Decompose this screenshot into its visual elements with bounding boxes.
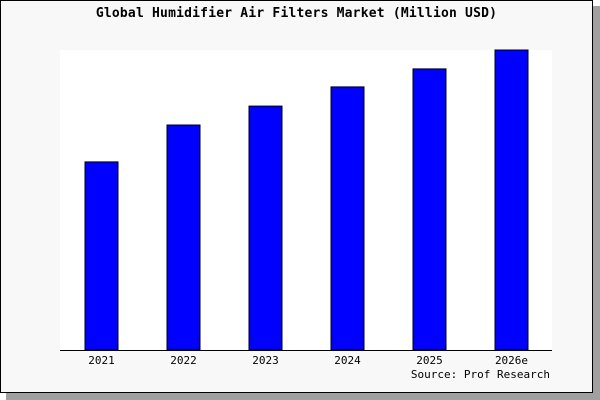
chart-title: Global Humidifier Air Filters Market (Mi… bbox=[95, 6, 498, 21]
bar-2025 bbox=[412, 68, 447, 351]
plot-area bbox=[60, 50, 552, 350]
x-tick-label: 2026e bbox=[495, 354, 528, 367]
bar-2021 bbox=[84, 161, 119, 351]
x-tick-label: 2023 bbox=[252, 354, 279, 367]
bar-2024 bbox=[330, 86, 365, 351]
bar-2023 bbox=[248, 105, 283, 351]
source-note: Source: Prof Research bbox=[410, 368, 550, 381]
x-tick-label: 2025 bbox=[416, 354, 443, 367]
x-tick-label: 2024 bbox=[334, 354, 361, 367]
bar-2022 bbox=[166, 124, 201, 351]
bar-2026e bbox=[494, 49, 529, 351]
x-tick-label: 2021 bbox=[88, 354, 115, 367]
x-tick-label: 2022 bbox=[170, 354, 197, 367]
